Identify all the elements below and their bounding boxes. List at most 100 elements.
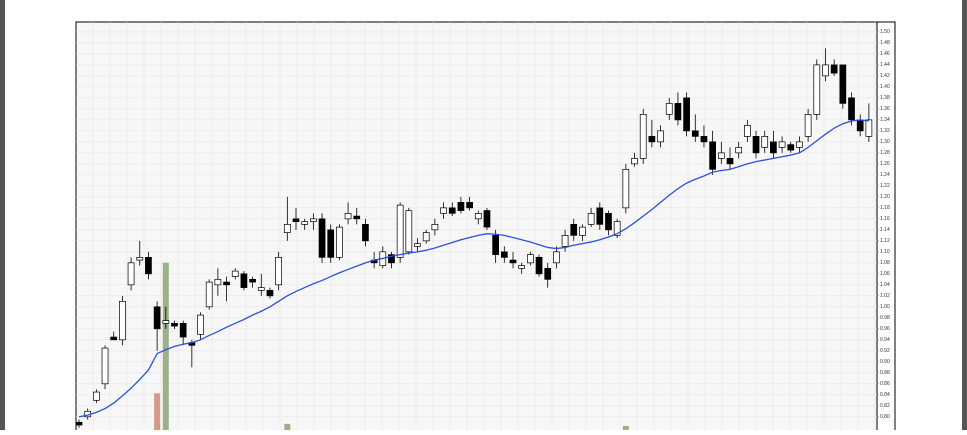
candle-body	[353, 215, 361, 220]
candle-body	[639, 114, 647, 159]
candle-body	[171, 322, 178, 327]
candle-body	[657, 130, 664, 143]
y-tick-label: 1.20	[880, 194, 890, 200]
y-tick-label: 0.84	[880, 392, 890, 398]
y-tick-label: 1.34	[880, 117, 890, 123]
candle-body	[787, 144, 795, 151]
candle-body	[344, 213, 352, 220]
y-tick-label: 1.02	[880, 293, 890, 299]
candle-body	[813, 64, 821, 115]
candle-body	[197, 314, 204, 335]
y-tick-label: 0.88	[880, 370, 890, 376]
candle-body	[804, 114, 812, 137]
candle-body	[405, 210, 413, 253]
candle-body	[440, 207, 447, 214]
y-tick-label: 0.92	[880, 348, 890, 354]
candle-body	[761, 136, 769, 148]
volume-bar	[154, 393, 161, 430]
candle-body	[318, 218, 326, 258]
y-tick-label: 0.90	[880, 359, 890, 365]
candle-body	[570, 224, 578, 236]
candle-body	[717, 152, 725, 159]
candle-body	[292, 218, 300, 222]
candle-body	[544, 267, 552, 280]
y-tick-label: 1.06	[880, 271, 890, 277]
candle-body	[162, 320, 170, 324]
y-axis-strip	[876, 21, 896, 435]
candle-body	[700, 136, 708, 143]
candle-body	[796, 141, 803, 148]
candle-body	[231, 270, 239, 277]
candle-body	[431, 224, 439, 231]
candle-body	[527, 254, 534, 264]
candle-body	[136, 256, 144, 261]
right-frame	[962, 0, 967, 430]
y-tick-label: 0.80	[880, 414, 890, 420]
candle-body	[509, 259, 517, 264]
candle-body	[752, 136, 760, 154]
candle-body	[683, 97, 690, 132]
candle-body	[249, 278, 256, 283]
y-tick-label: 1.08	[880, 260, 890, 266]
y-tick-label: 1.22	[880, 183, 890, 189]
candle-body	[587, 213, 595, 225]
candle-body	[119, 300, 126, 341]
candle-body	[153, 306, 161, 330]
y-tick-label: 1.18	[880, 205, 890, 211]
candle-body	[726, 158, 734, 165]
left-frame	[0, 0, 5, 430]
y-tick-label: 1.14	[880, 227, 890, 233]
y-tick-label: 1.30	[880, 139, 890, 145]
y-tick-label: 1.26	[880, 161, 890, 167]
y-tick-label: 1.48	[880, 40, 890, 46]
volume-bar	[162, 262, 169, 430]
candle-body	[257, 287, 265, 291]
y-tick-label: 0.98	[880, 315, 890, 321]
y-tick-label: 1.10	[880, 249, 890, 255]
candle-body	[778, 141, 786, 148]
candle-body	[388, 254, 395, 264]
candle-body	[735, 147, 743, 154]
y-tick-label: 1.36	[880, 106, 890, 112]
candle-body	[553, 251, 560, 264]
candle-body	[466, 202, 473, 209]
moving-average-line	[78, 119, 869, 418]
y-tick-label: 0.94	[880, 337, 890, 343]
candle-body	[691, 130, 699, 137]
candle-body	[240, 273, 248, 288]
candle-body	[648, 136, 656, 143]
candle-body	[822, 64, 829, 77]
candle-body	[283, 224, 291, 233]
candle-body	[205, 281, 213, 308]
candle-body	[839, 64, 847, 104]
y-tick-label: 1.50	[880, 29, 890, 35]
y-tick-label: 1.32	[880, 128, 890, 134]
candle-body	[500, 251, 508, 258]
volume-bar	[622, 425, 629, 430]
candle-body	[631, 158, 638, 165]
candle-body	[327, 229, 335, 258]
y-tick-label: 1.24	[880, 172, 890, 178]
candle-body	[848, 97, 855, 121]
candle-body	[396, 204, 404, 258]
y-tick-label: 0.96	[880, 326, 890, 332]
candle-body	[770, 141, 777, 154]
y-tick-label: 1.38	[880, 95, 890, 101]
candle-body	[223, 281, 230, 286]
volume-bar	[284, 423, 291, 430]
candle-body	[518, 265, 526, 269]
candle-body	[579, 226, 586, 236]
candle-body	[605, 213, 612, 231]
candle-body	[310, 218, 317, 222]
candle-body	[492, 234, 499, 255]
candle-body	[422, 232, 430, 242]
candle-body	[830, 64, 838, 74]
candle-body	[744, 125, 751, 137]
candle-body	[483, 210, 491, 228]
candle-body	[709, 141, 716, 170]
candle-body	[535, 256, 543, 275]
candle-body	[275, 256, 282, 286]
candle-body	[266, 289, 274, 297]
candle-body	[145, 256, 152, 275]
